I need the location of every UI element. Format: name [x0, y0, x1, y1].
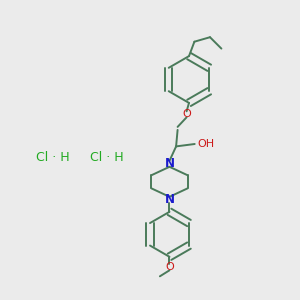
Text: N: N — [164, 157, 175, 170]
Text: OH: OH — [197, 139, 214, 149]
Text: O: O — [182, 109, 191, 119]
Text: Cl · H: Cl · H — [36, 151, 69, 164]
Text: N: N — [164, 193, 175, 206]
Text: O: O — [165, 262, 174, 272]
Text: Cl · H: Cl · H — [90, 151, 123, 164]
